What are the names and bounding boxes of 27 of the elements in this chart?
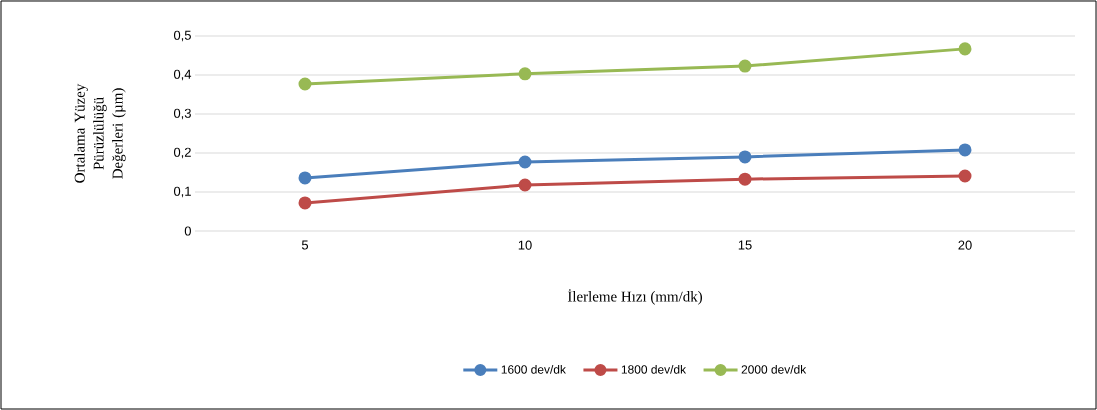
point	[958, 143, 972, 157]
point	[958, 169, 972, 183]
x-tick-label: 20	[958, 240, 972, 250]
x-tick-label: 5	[301, 240, 309, 250]
point	[738, 150, 752, 164]
point	[518, 178, 532, 192]
point	[738, 59, 752, 73]
y-tick-label: 0	[184, 226, 191, 236]
y-tick-label: 0,4	[173, 69, 192, 81]
x-axis-title: İlerleme Hızı (mm/dk)	[567, 289, 702, 305]
point	[518, 67, 532, 81]
point	[738, 172, 752, 186]
point	[298, 171, 312, 185]
legend-label: 2000 dev/dk	[741, 364, 807, 374]
point	[958, 42, 972, 56]
x-tick-label: 10	[518, 240, 532, 250]
y-tick-label: 0,3	[173, 108, 191, 120]
legend-label: 1800 dev/dk	[621, 364, 687, 374]
point	[298, 77, 312, 91]
point	[298, 196, 312, 210]
y-tick-label: 0,2	[173, 147, 191, 159]
legend-label: 1600 dev/dk	[501, 364, 566, 374]
point	[518, 155, 532, 169]
y-tick-label: 0,5	[173, 30, 191, 42]
y-tick-label: 0,1	[173, 186, 191, 198]
x-tick-label: 15	[738, 240, 752, 250]
y-axis-title: Ortalama Yüzey Pürüzlülüğü Değerleri (µm)	[74, 83, 126, 183]
